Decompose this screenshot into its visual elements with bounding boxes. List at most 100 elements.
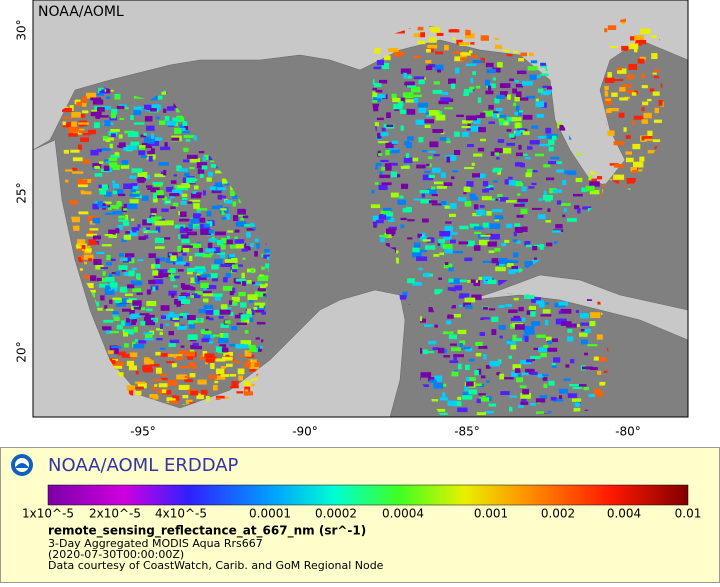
speckle <box>516 214 524 218</box>
speckle <box>424 351 434 354</box>
speckle <box>438 100 449 105</box>
speckle <box>208 155 214 161</box>
speckle <box>163 270 172 275</box>
speckle <box>560 308 572 314</box>
speckle <box>202 290 212 294</box>
speckle <box>547 340 552 344</box>
speckle <box>413 33 424 38</box>
speckle <box>157 195 165 199</box>
speckle <box>638 169 646 172</box>
speckle <box>233 215 239 221</box>
speckle <box>117 372 124 378</box>
speckle <box>436 186 447 189</box>
speckle <box>125 253 135 258</box>
speckle <box>115 228 120 234</box>
speckle <box>167 380 178 386</box>
speckle <box>400 125 404 131</box>
speckle <box>72 171 84 174</box>
speckle <box>239 354 243 358</box>
speckle <box>596 334 603 340</box>
speckle <box>394 30 405 34</box>
speckle <box>154 384 158 387</box>
speckle <box>641 136 653 141</box>
colorbar-tick-label: 0.0002 <box>315 507 357 521</box>
speckle <box>449 232 458 235</box>
speckle <box>518 306 524 312</box>
speckle <box>170 180 177 184</box>
speckle <box>469 377 476 381</box>
speckle <box>589 181 600 187</box>
speckle <box>536 334 546 338</box>
colorbar <box>47 484 689 506</box>
speckle <box>510 317 522 322</box>
speckle <box>144 316 151 321</box>
speckle <box>119 253 124 257</box>
speckle <box>487 279 497 284</box>
speckle <box>574 402 580 407</box>
speckle <box>494 152 499 156</box>
speckle <box>425 60 432 64</box>
speckle <box>108 229 116 235</box>
speckle <box>480 35 489 41</box>
speckle <box>88 129 96 135</box>
speckle <box>449 360 459 364</box>
speckle <box>547 208 551 212</box>
speckle <box>495 67 501 73</box>
speckle <box>456 39 463 45</box>
speckle <box>395 295 407 300</box>
speckle <box>144 360 154 365</box>
speckle <box>150 148 155 154</box>
speckle <box>407 157 419 162</box>
speckle <box>152 395 159 400</box>
speckle <box>104 305 108 309</box>
speckle <box>189 349 195 353</box>
speckle <box>524 261 533 268</box>
speckle <box>140 155 148 158</box>
speckle <box>441 172 446 178</box>
speckle <box>473 153 483 157</box>
speckle <box>491 329 497 335</box>
speckle <box>508 355 513 359</box>
speckle <box>475 85 481 89</box>
speckle <box>460 52 471 56</box>
speckle <box>431 186 436 190</box>
speckle <box>252 281 256 285</box>
speckle <box>650 35 657 39</box>
speckle <box>154 220 165 226</box>
speckle <box>488 104 494 110</box>
speckle <box>165 257 175 263</box>
speckle <box>189 373 196 378</box>
speckle <box>402 291 408 298</box>
speckle <box>639 56 646 61</box>
speckle <box>68 133 78 137</box>
speckle <box>139 145 146 148</box>
speckle <box>162 390 172 395</box>
colorbar-tick-label: 0.004 <box>607 507 641 521</box>
speckle <box>244 330 249 334</box>
speckle <box>379 79 388 84</box>
speckle <box>150 187 160 193</box>
speckle <box>72 225 80 231</box>
speckle <box>437 69 441 73</box>
speckle <box>102 201 112 204</box>
lon-tick-label: -90° <box>292 425 318 439</box>
speckle <box>167 252 178 258</box>
speckle <box>249 347 257 352</box>
speckle <box>433 81 440 85</box>
speckle <box>539 302 545 308</box>
speckle <box>162 272 171 278</box>
speckle <box>187 334 198 340</box>
speckle <box>522 389 529 395</box>
speckle <box>506 341 516 345</box>
speckle <box>204 353 215 359</box>
speckle <box>537 374 544 378</box>
speckle <box>625 151 632 155</box>
speckle <box>155 226 161 233</box>
speckle <box>630 36 635 41</box>
speckle <box>555 318 563 325</box>
speckle <box>625 135 631 139</box>
speckle <box>377 94 386 99</box>
speckle <box>128 230 138 237</box>
speckle <box>626 89 635 94</box>
speckle <box>215 397 221 402</box>
